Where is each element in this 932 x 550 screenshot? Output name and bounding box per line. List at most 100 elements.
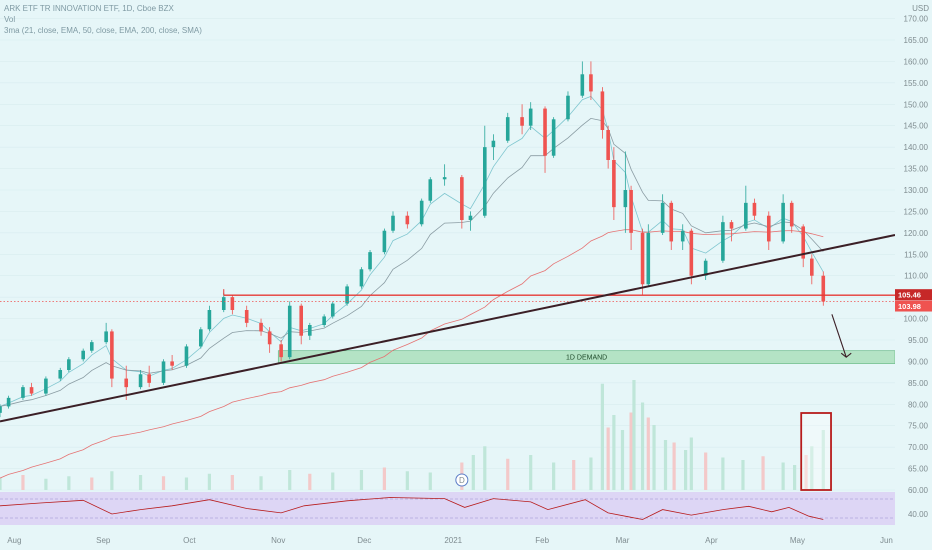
candle-body[interactable] xyxy=(279,344,283,358)
price-tick-label: 130.00 xyxy=(904,186,929,195)
volume-bar xyxy=(110,471,114,490)
candle-body[interactable] xyxy=(491,140,496,148)
candle-body[interactable] xyxy=(308,325,312,336)
volume-bar xyxy=(161,476,166,490)
candle-body[interactable] xyxy=(287,305,292,358)
candle-body[interactable] xyxy=(6,397,11,407)
price-tick-label: 65.00 xyxy=(908,465,929,474)
candle-body[interactable] xyxy=(244,310,249,323)
candle-body[interactable] xyxy=(58,370,63,379)
candle-body[interactable] xyxy=(147,374,151,383)
rsi-tick-label: 40.00 xyxy=(908,510,929,519)
dividend-marker[interactable] xyxy=(455,473,469,487)
candle-body[interactable] xyxy=(405,215,410,225)
candle-body[interactable] xyxy=(689,230,694,276)
candle-body[interactable] xyxy=(428,179,433,201)
candle-body[interactable] xyxy=(551,119,556,156)
candle-body[interactable] xyxy=(368,252,372,270)
candle-body[interactable] xyxy=(781,202,785,242)
candle-body[interactable] xyxy=(67,359,71,370)
volume-bar xyxy=(90,477,94,490)
candle-body[interactable] xyxy=(482,147,487,216)
candles[interactable] xyxy=(0,61,826,418)
candle-body[interactable] xyxy=(207,310,212,330)
symbol-title[interactable]: ARK ETF TR INNOVATION ETF, 1D, Cboe BZX xyxy=(4,4,174,13)
volume-bar xyxy=(138,475,143,490)
candle-body[interactable] xyxy=(110,331,114,379)
candle-body[interactable] xyxy=(419,200,424,225)
candle-body[interactable] xyxy=(600,91,605,130)
candle-body[interactable] xyxy=(184,346,189,366)
candle-body[interactable] xyxy=(528,108,533,126)
candle-body[interactable] xyxy=(646,232,651,285)
candle-body[interactable] xyxy=(566,95,570,120)
candle-body[interactable] xyxy=(322,316,326,325)
candle-body[interactable] xyxy=(752,202,757,216)
candle-body[interactable] xyxy=(669,202,674,242)
candle-body[interactable] xyxy=(259,322,263,332)
candle-body[interactable] xyxy=(606,130,610,160)
candle-body[interactable] xyxy=(721,222,725,261)
ma-label[interactable]: 3ma (21, close, EMA, 50, close, EMA, 200… xyxy=(4,26,202,35)
candle-body[interactable] xyxy=(660,202,665,233)
price-tick-label: 170.00 xyxy=(904,15,929,24)
candle-body[interactable] xyxy=(299,305,304,336)
volume-bar xyxy=(207,473,212,490)
candle-body[interactable] xyxy=(382,230,387,253)
candle-body[interactable] xyxy=(680,230,685,242)
volume-label[interactable]: Vol xyxy=(4,15,16,24)
candle-body[interactable] xyxy=(543,108,547,156)
candle-body[interactable] xyxy=(199,329,203,347)
candle-body[interactable] xyxy=(744,202,748,229)
candle-body[interactable] xyxy=(589,74,593,92)
candle-body[interactable] xyxy=(766,215,771,242)
candle-body[interactable] xyxy=(161,361,166,383)
candle-body[interactable] xyxy=(89,342,94,351)
candle-body[interactable] xyxy=(124,378,129,388)
candle-body[interactable] xyxy=(580,74,585,96)
demand-zone-label: 1D DEMAND xyxy=(566,355,607,362)
candle-body[interactable] xyxy=(629,190,633,233)
candle-body[interactable] xyxy=(44,378,48,394)
candle-body[interactable] xyxy=(170,361,174,366)
candle-body[interactable] xyxy=(460,177,464,220)
price-axis[interactable]: USD 170.00 165.00 160.00 155.00 150.00 145.00 1… xyxy=(895,0,932,550)
candle-body[interactable] xyxy=(640,232,645,285)
price-tick-label: 115.00 xyxy=(904,250,928,259)
volume-highlight-box xyxy=(800,412,832,491)
candle-body[interactable] xyxy=(330,303,335,317)
candle-body[interactable] xyxy=(230,297,235,310)
candle-body[interactable] xyxy=(138,374,143,388)
candle-body[interactable] xyxy=(789,202,794,227)
candle-body[interactable] xyxy=(729,222,734,229)
candle-body[interactable] xyxy=(801,226,806,259)
time-tick-label: May xyxy=(790,536,805,545)
candle-body[interactable] xyxy=(623,190,628,208)
candle-body[interactable] xyxy=(81,350,85,360)
candle-body[interactable] xyxy=(0,406,2,413)
candle-body[interactable] xyxy=(104,331,108,343)
last-price-value: 103.98 xyxy=(898,302,921,311)
candle-body[interactable] xyxy=(29,387,34,394)
candle-body[interactable] xyxy=(810,258,814,276)
price-tick-label: 85.00 xyxy=(908,379,929,388)
volume-bars xyxy=(0,380,832,491)
trendline xyxy=(0,234,896,423)
candle-body[interactable] xyxy=(520,117,524,126)
candle-body[interactable] xyxy=(612,160,616,208)
candle-body[interactable] xyxy=(359,269,364,287)
candle-body[interactable] xyxy=(505,117,510,141)
volume-bar xyxy=(529,455,533,490)
candle-body[interactable] xyxy=(703,260,708,276)
candle-body[interactable] xyxy=(267,331,272,345)
candle-body[interactable] xyxy=(468,215,473,220)
candle-body[interactable] xyxy=(821,275,826,302)
candle-body[interactable] xyxy=(391,215,395,231)
candle-body[interactable] xyxy=(442,177,447,180)
volume-bar xyxy=(308,473,312,490)
time-axis[interactable]: Aug Sep Oct Nov Dec 2021 Feb Mar Apr May Jun xyxy=(7,536,893,545)
candle-body[interactable] xyxy=(221,297,226,310)
candle-body[interactable] xyxy=(21,387,25,398)
